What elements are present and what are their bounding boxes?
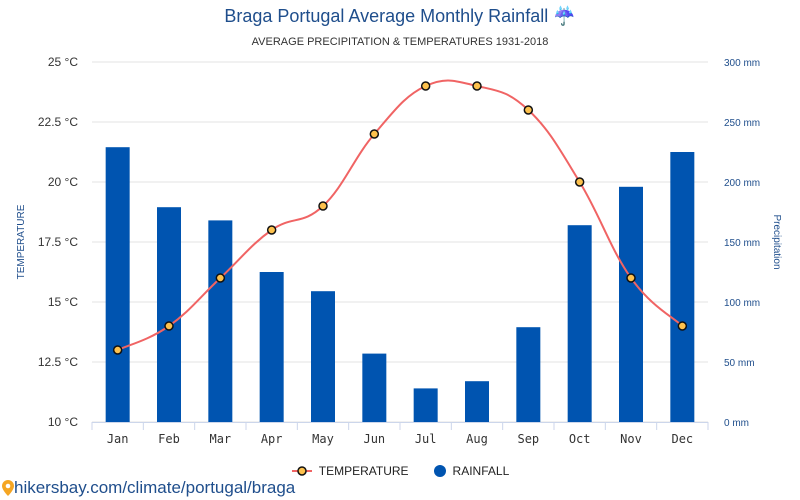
temperature-point-feb	[164, 321, 174, 331]
y-right-tick-label: 0 mm	[724, 418, 749, 429]
legend-line-marker-icon	[291, 466, 312, 476]
legend-label-rainfall: RAINFALL	[452, 464, 510, 478]
y-right-tick-label: 50 mm	[724, 358, 755, 369]
legend-label-temperature: TEMPERATURE	[318, 464, 409, 478]
temperature-line	[117, 79, 684, 351]
temperature-point-apr	[266, 225, 277, 235]
x-tick-label: Jan	[107, 432, 129, 446]
x-tick-label: Sep	[517, 432, 539, 446]
x-tick-label: Feb	[158, 432, 180, 446]
legend-item-rainfall[interactable]: RAINFALL	[433, 464, 510, 478]
temperature-point-dec	[677, 321, 688, 331]
rainfall-bar-may	[311, 291, 335, 422]
rainfall-bar-apr	[259, 272, 284, 422]
rainfall-bar-feb	[157, 207, 181, 422]
rainfall-bar-dec	[670, 152, 695, 422]
rainfall-bar-nov	[619, 186, 643, 422]
y-right-tick-label: 250 mm	[724, 118, 760, 129]
rainfall-bar-jul	[413, 388, 438, 422]
x-tick-label: Jun	[363, 432, 385, 446]
temperature-point-jun	[369, 129, 380, 139]
rainfall-bar-sep	[516, 327, 541, 422]
y-right-tick-label: 300 mm	[724, 58, 760, 69]
y-left-tick-label: 12.5 °C	[38, 355, 78, 369]
y-left-tick-label: 15 °C	[48, 295, 78, 309]
x-tick-label: Oct	[569, 432, 591, 446]
y-right-tick-label: 100 mm	[724, 298, 760, 309]
temperature-point-mar	[215, 273, 226, 283]
x-tick-label: Apr	[261, 432, 283, 446]
y-right-tick-label: 200 mm	[724, 178, 760, 189]
y-left-tick-label: 10 °C	[48, 415, 78, 429]
x-tick-label: Dec	[671, 432, 693, 446]
temperature-point-sep	[523, 105, 534, 115]
y-right-axis-title: Precipitation	[771, 214, 782, 269]
y-left-axis-title: TEMPERATURE	[16, 204, 27, 279]
temperature-point-aug	[472, 81, 482, 91]
temperature-point-jul	[420, 81, 431, 91]
temperature-point-may	[318, 201, 328, 211]
y-left-tick-label: 25 °C	[48, 55, 78, 69]
temperature-point-jan	[112, 345, 123, 355]
temperature-point-oct	[574, 177, 585, 187]
x-tick-label: Jul	[415, 432, 437, 446]
x-tick-label: May	[312, 432, 334, 446]
chart-subtitle: AVERAGE PRECIPITATION & TEMPERATURES 193…	[251, 36, 549, 48]
temperature-point-nov	[626, 273, 636, 283]
x-tick-label: Mar	[209, 432, 231, 446]
chart-title-text: Braga Portugal Average Monthly Rainfall	[224, 6, 549, 26]
footer-link[interactable]: hikersbay.com/climate/portugal/braga	[2, 478, 295, 498]
y-left-tick-label: 17.5 °C	[38, 235, 78, 249]
y-right-tick-label: 150 mm	[724, 238, 760, 249]
x-tick-label: Aug	[466, 432, 488, 446]
umbrella-rain-icon: ☔	[553, 6, 576, 26]
y-left-tick-label: 20 °C	[48, 175, 78, 189]
rainfall-bar-jun	[362, 353, 387, 422]
rainfall-bar-mar	[208, 220, 233, 422]
legend-item-temperature[interactable]: TEMPERATURE	[291, 464, 409, 478]
y-left-tick-label: 22.5 °C	[38, 115, 78, 129]
legend-dot-icon	[433, 465, 446, 477]
chart-title: Braga Portugal Average Monthly Rainfall …	[0, 6, 800, 27]
rainfall-bar-oct	[567, 225, 592, 422]
rainfall-bar-aug	[465, 381, 489, 422]
rainfall-bar-jan	[105, 147, 130, 422]
legend: TEMPERATURE RAINFALL	[0, 464, 800, 478]
x-tick-label: Nov	[620, 432, 642, 446]
footer-url: hikersbay.com/climate/portugal/braga	[14, 478, 296, 497]
location-pin-icon	[2, 480, 14, 496]
